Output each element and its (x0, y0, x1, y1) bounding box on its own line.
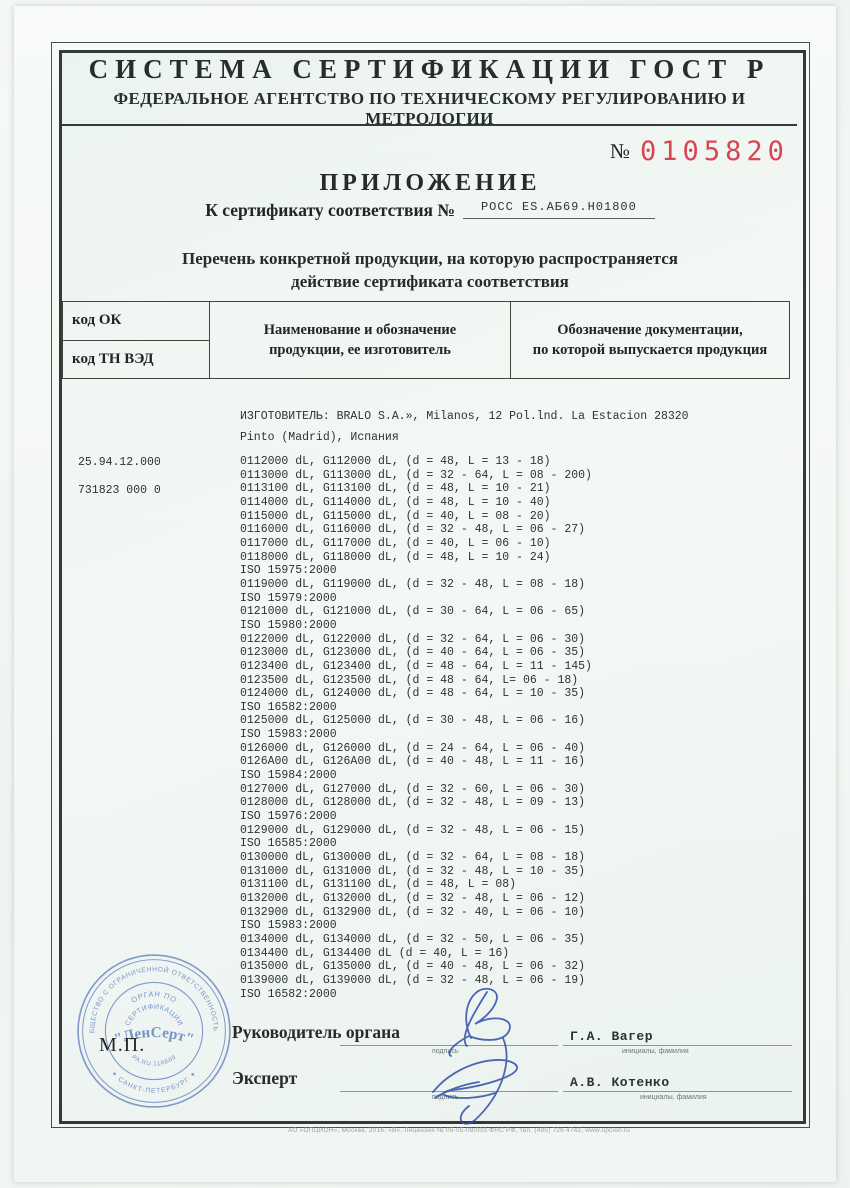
certification-body-stamp: ОБЩЕСТВО С ОГРАНИЧЕННОЙ ОТВЕТСТВЕННОСТЬЮ… (69, 945, 231, 1108)
product-line: 0130000 dL, G130000 dL, (d = 32 - 64, L … (240, 851, 586, 865)
product-line: 0116000 dL, G116000 dL, (d = 32 - 48, L … (240, 523, 586, 537)
head-name: Г.А. Вагер (570, 1029, 654, 1044)
head-name-caption: инициалы, фамилия (622, 1048, 689, 1055)
codes-column-header: код ОК код ТН ВЭД (63, 302, 210, 378)
certification-system-title: СИСТЕМА СЕРТИФИКАЦИИ ГОСТ Р (88, 54, 771, 84)
product-line: 0123000 dL, G123000 dL, (d = 40 - 64, L … (240, 646, 586, 660)
head-of-body-label: Руководитель органа (232, 1022, 400, 1042)
product-line: 0126A00 dL, G126A00 dL, (d = 40 - 48, L … (240, 755, 586, 769)
product-line: 0131000 dL, G131000 dL, (d = 32 - 48, L … (240, 864, 586, 878)
documentation-header-line1: Обозначение документации, (557, 322, 743, 338)
product-header-line2: продукции, ее изготовитель (269, 342, 451, 358)
product-line: 0128000 dL, G128000 dL, (d = 32 - 48, L … (240, 796, 586, 810)
product-line: ISO 15976:2000 (240, 810, 337, 824)
product-line: 0139000 dL, G139000 dL, (d = 32 - 48, L … (240, 973, 586, 987)
product-line: ISO 16582:2000 (240, 987, 337, 1001)
svg-text:ОБЩЕСТВО С ОГРАНИЧЕННОЙ ОТВЕТС: ОБЩЕСТВО С ОГРАНИЧЕННОЙ ОТВЕТСТВЕННОСТЬЮ (69, 945, 218, 1033)
product-line: 0124000 dL, G124000 dL, (d = 48 - 64, L … (240, 687, 586, 701)
product-line: 0121000 dL, G121000 dL, (d = 30 - 64, L … (240, 605, 586, 619)
product-line: 0123400 dL, G123400 dL, (d = 48 - 64, L … (240, 659, 592, 673)
number-sign: № (610, 139, 631, 163)
product-line: 0134400 dL, G134400 dL (d = 40, L = 16) (240, 946, 510, 960)
header-divider (62, 124, 797, 126)
head-signature-caption: подпись (432, 1048, 459, 1055)
product-line: 0123500 dL, G123500 dL, (d = 48 - 64, L=… (240, 673, 579, 687)
seal-place-mark: М.П. (99, 1034, 146, 1056)
inner-frame (59, 50, 806, 1124)
stamp-outer-bottom-text: ✦ САНКТ-ПЕТЕРБУРГ ✦ (109, 1070, 197, 1095)
stamp-inner-top2-text: СЕРТИФИКАЦИИ (124, 1003, 184, 1028)
product-line: 0126000 dL, G126000 dL, (d = 24 - 64, L … (240, 741, 586, 755)
product-line: 0135000 dL, G135000 dL, (d = 40 - 48, L … (240, 960, 586, 974)
expert-name: А.В. Котенко (570, 1075, 670, 1090)
handwritten-signatures (432, 988, 518, 1125)
product-line: 0125000 dL, G125000 dL, (d = 30 - 48, L … (240, 714, 586, 728)
product-line: 0113100 dL, G113100 dL, (d = 48, L = 10 … (240, 482, 551, 496)
head-name-line (563, 1045, 792, 1046)
printshop-footer: АО «ОПЦИОН», Москва, 2016, «В». Лицензия… (288, 1127, 631, 1134)
expert-label: Эксперт (232, 1068, 298, 1088)
product-line: 0127000 dL, G127000 dL, (d = 32 - 60, L … (240, 782, 586, 796)
stamp-outer-top-text: ОБЩЕСТВО С ОГРАНИЧЕННОЙ ОТВЕТСТВЕННОСТЬЮ (69, 945, 218, 1033)
product-line: ISO 15980:2000 (240, 618, 337, 632)
code-ok-value: 25.94.12.000 (78, 456, 161, 469)
product-line: 0114000 dL, G114000 dL, (d = 48, L = 10 … (240, 495, 551, 509)
manufacturer-line2: Pinto (Madrid), Испания (240, 431, 399, 444)
code-tnved-value: 731823 000 0 (78, 484, 161, 497)
subtitle-line2: действие сертификата соответствия (291, 272, 569, 291)
product-line: 0132900 dL, G132900 dL, (d = 32 - 40, L … (240, 905, 586, 919)
federal-agency-title: ФЕДЕРАЛЬНОЕ АГЕНТСТВО ПО ТЕХНИЧЕСКОМУ РЕ… (113, 89, 746, 128)
certificate-reference-label: К сертификату соответствия № (205, 200, 455, 220)
stamp-inner-top1-text: ОРГАН ПО (130, 989, 178, 1004)
product-line: 0131100 dL, G131100 dL, (d = 48, L = 08) (240, 878, 517, 892)
product-list: 0112000 dL, G112000 dL, (d = 48, L = 13 … (240, 455, 592, 1001)
product-line: ISO 15984:2000 (240, 769, 337, 783)
documentation-header-line2: по которой выпускается продукция (532, 342, 768, 358)
product-line: ISO 16582:2000 (240, 700, 337, 714)
certificate-number: РОСС ES.АБ69.Н01800 (462, 200, 655, 219)
header-band: СИСТЕМА СЕРТИФИКАЦИИ ГОСТ Р ФЕДЕРАЛЬНОЕ … (62, 54, 797, 129)
blank-number: № 0105820 (610, 136, 789, 167)
product-line: 0115000 dL, G115000 dL, (d = 40, L = 08 … (240, 509, 551, 523)
page-title: ПРИЛОЖЕНИЕ (319, 170, 541, 196)
product-line: 0119000 dL, G119000 dL, (d = 32 - 48, L … (240, 577, 586, 591)
product-line: 0112000 dL, G112000 dL, (d = 48, L = 13 … (240, 455, 551, 468)
documentation-column-header: Обозначение документации, по которой вып… (511, 302, 789, 378)
blank-number-digits: 0105820 (640, 136, 789, 167)
code-tnved-header: код ТН ВЭД (72, 350, 154, 367)
product-line: ISO 15983:2000 (240, 919, 337, 933)
product-line: ISO 16585:2000 (240, 837, 337, 851)
expert-name-line (563, 1091, 792, 1092)
certificate-reference: К сертификату соответствия № РОСС ES.АБ69… (60, 200, 800, 221)
expert-name-caption: инициалы, фамилия (640, 1094, 707, 1101)
subtitle: Перечень конкретной продукции, на котору… (60, 247, 800, 293)
product-line: ISO 15979:2000 (240, 591, 337, 605)
svg-text:ОРГАН ПО: ОРГАН ПО (130, 989, 179, 1004)
svg-text:СЕРТИФИКАЦИИ: СЕРТИФИКАЦИИ (124, 1003, 185, 1028)
product-line: ISO 15983:2000 (240, 728, 337, 742)
product-line: 0129000 dL, G129000 dL, (d = 32 - 48, L … (240, 823, 586, 837)
code-ok-header: код ОК (63, 302, 209, 341)
product-column-header: Наименование и обозначение продукции, ее… (210, 302, 511, 378)
product-line: 0134000 dL, G134000 dL, (d = 32 - 50, L … (240, 932, 586, 946)
product-line: 0132000 dL, G132000 dL, (d = 32 - 48, L … (240, 892, 586, 905)
svg-text:✦ САНКТ-ПЕТЕРБУРГ ✦: ✦ САНКТ-ПЕТЕРБУРГ ✦ (109, 1070, 198, 1095)
outer-frame (51, 42, 810, 1128)
product-line: 0113000 dL, G113000 dL, (d = 32 - 64, L … (240, 468, 592, 482)
product-line: ISO 15975:2000 (240, 564, 337, 578)
expert-signature-caption: подпись (432, 1094, 459, 1101)
product-line: 0118000 dL, G118000 dL, (d = 48, L = 10 … (240, 550, 551, 564)
subtitle-line1: Перечень конкретной продукции, на котору… (181, 249, 679, 268)
product-line: 0122000 dL, G122000 dL, (d = 32 - 64, L … (240, 632, 586, 646)
manufacturer-block: ИЗГОТОВИТЕЛЬ: BRALO S.A.», Milanos, 12 P… (240, 406, 689, 448)
product-line: 0117000 dL, G117000 dL, (d = 40, L = 06 … (240, 536, 551, 550)
columns-header-table: код ОК код ТН ВЭД Наименование и обознач… (62, 301, 790, 379)
head-signature-line (340, 1045, 558, 1046)
product-header-line1: Наименование и обозначение (263, 322, 457, 338)
manufacturer-line1: ИЗГОТОВИТЕЛЬ: BRALO S.A.», Milanos, 12 P… (240, 410, 689, 423)
